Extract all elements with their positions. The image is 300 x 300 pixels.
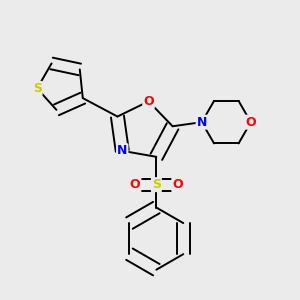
Text: S: S	[33, 82, 42, 95]
Text: O: O	[245, 116, 256, 129]
Text: S: S	[152, 178, 161, 191]
Text: O: O	[172, 178, 183, 191]
Text: N: N	[117, 144, 128, 157]
Text: O: O	[143, 95, 154, 108]
Text: N: N	[196, 116, 207, 129]
Text: O: O	[130, 178, 140, 191]
